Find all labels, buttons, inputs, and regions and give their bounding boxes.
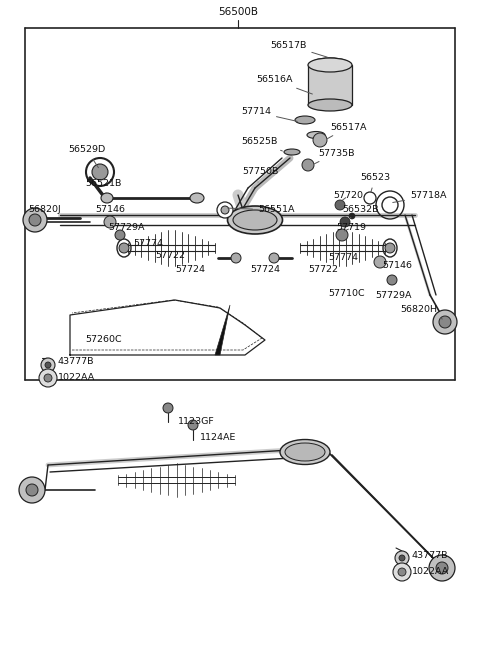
- Circle shape: [398, 568, 406, 576]
- Circle shape: [231, 253, 241, 263]
- Circle shape: [269, 253, 279, 263]
- Text: 57146: 57146: [382, 261, 412, 269]
- Text: 56517A: 56517A: [327, 122, 367, 139]
- Circle shape: [387, 275, 397, 285]
- Circle shape: [439, 316, 451, 328]
- Text: 57729A: 57729A: [375, 291, 411, 299]
- Text: 56820H: 56820H: [400, 305, 443, 319]
- Text: 57729A: 57729A: [108, 223, 144, 233]
- Ellipse shape: [295, 116, 315, 124]
- Circle shape: [393, 563, 411, 581]
- Text: 56516A: 56516A: [256, 75, 312, 94]
- Text: 57710C: 57710C: [328, 288, 365, 297]
- Circle shape: [44, 374, 52, 382]
- Text: 57718A: 57718A: [393, 191, 446, 202]
- Circle shape: [340, 217, 350, 227]
- Circle shape: [19, 477, 45, 503]
- Text: 43777B: 43777B: [58, 358, 95, 367]
- Ellipse shape: [307, 132, 325, 138]
- Circle shape: [188, 420, 198, 430]
- Circle shape: [385, 243, 395, 253]
- Circle shape: [399, 555, 405, 561]
- Circle shape: [163, 403, 173, 413]
- Text: 57735B: 57735B: [314, 149, 355, 164]
- Ellipse shape: [233, 210, 277, 230]
- Text: 57260C: 57260C: [85, 335, 121, 345]
- Text: 57720: 57720: [333, 191, 363, 200]
- Circle shape: [395, 551, 409, 565]
- Circle shape: [349, 213, 355, 219]
- Text: 57722: 57722: [308, 265, 338, 274]
- Ellipse shape: [308, 58, 352, 72]
- Text: 57774: 57774: [133, 238, 163, 248]
- Circle shape: [104, 216, 116, 228]
- Text: 56523: 56523: [360, 174, 390, 193]
- Text: 56820J: 56820J: [28, 206, 61, 214]
- Ellipse shape: [101, 193, 113, 203]
- Circle shape: [302, 159, 314, 171]
- Circle shape: [23, 208, 47, 232]
- Circle shape: [92, 164, 108, 180]
- Circle shape: [429, 555, 455, 581]
- Circle shape: [433, 310, 457, 334]
- Circle shape: [29, 214, 41, 226]
- Text: 57146: 57146: [95, 206, 125, 214]
- Text: 57774: 57774: [328, 253, 358, 263]
- Text: 56529D: 56529D: [68, 145, 105, 168]
- Ellipse shape: [285, 443, 325, 461]
- Ellipse shape: [280, 440, 330, 464]
- Bar: [308, 65, 352, 105]
- Circle shape: [336, 229, 348, 241]
- Ellipse shape: [190, 193, 204, 203]
- Text: 56551A: 56551A: [228, 206, 295, 214]
- Text: 43777B: 43777B: [412, 552, 448, 561]
- Circle shape: [436, 562, 448, 574]
- Text: 57719: 57719: [336, 223, 366, 233]
- Circle shape: [217, 202, 233, 218]
- Text: 1124AE: 1124AE: [200, 434, 236, 443]
- Circle shape: [313, 133, 327, 147]
- Circle shape: [45, 362, 51, 368]
- Text: 1123GF: 1123GF: [178, 417, 215, 426]
- Text: 56500B: 56500B: [218, 7, 258, 17]
- Circle shape: [374, 256, 386, 268]
- Circle shape: [335, 200, 345, 210]
- Text: 56525B: 56525B: [241, 138, 282, 151]
- Text: 56521B: 56521B: [85, 179, 121, 193]
- Polygon shape: [215, 305, 230, 355]
- Text: 56517B: 56517B: [270, 41, 327, 57]
- Text: 57714: 57714: [241, 107, 297, 121]
- Ellipse shape: [308, 99, 352, 111]
- Ellipse shape: [228, 206, 283, 234]
- Text: 57722: 57722: [155, 252, 185, 261]
- Circle shape: [119, 243, 129, 253]
- Circle shape: [41, 358, 55, 372]
- Text: 56532B: 56532B: [342, 206, 379, 218]
- Circle shape: [221, 206, 229, 214]
- Circle shape: [39, 369, 57, 387]
- Text: 57724: 57724: [175, 265, 205, 274]
- Text: 1022AA: 1022AA: [412, 567, 449, 576]
- Text: 57724: 57724: [250, 265, 280, 274]
- Ellipse shape: [284, 149, 300, 155]
- Text: 57750B: 57750B: [242, 168, 278, 182]
- Ellipse shape: [314, 61, 346, 69]
- Circle shape: [26, 484, 38, 496]
- Text: 1022AA: 1022AA: [58, 373, 95, 383]
- Ellipse shape: [310, 58, 350, 72]
- Circle shape: [115, 230, 125, 240]
